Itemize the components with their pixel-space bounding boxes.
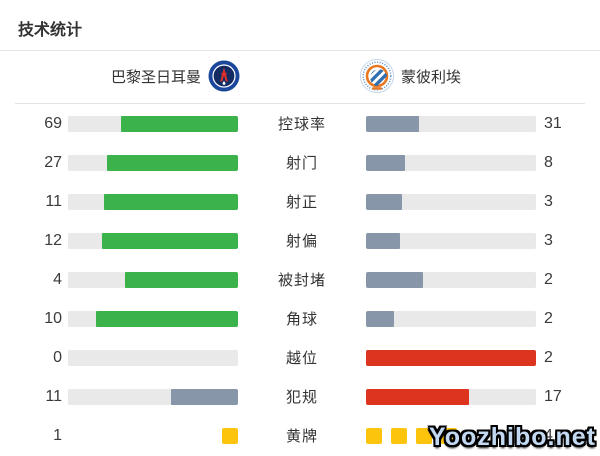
away-team-header: 蒙彼利埃 bbox=[360, 58, 461, 94]
stat-row-5: 10 角球 2 bbox=[0, 299, 600, 338]
stat-label: 射偏 bbox=[285, 233, 318, 250]
stat-label: 控球率 bbox=[277, 116, 326, 133]
away-stat-value: 31 bbox=[544, 114, 562, 132]
away-stat-bar bbox=[366, 193, 536, 210]
away-stat-value: 2 bbox=[544, 270, 553, 288]
away-stat-bar bbox=[366, 232, 536, 249]
home-stat-bar bbox=[68, 193, 238, 210]
away-stat-value: 3 bbox=[544, 231, 553, 249]
header-divider bbox=[15, 103, 585, 104]
stat-row-7: 11 犯规 17 bbox=[0, 377, 600, 416]
home-stat-value: 69 bbox=[44, 114, 62, 132]
home-stat-value: 10 bbox=[44, 309, 62, 327]
away-stat-bar bbox=[366, 271, 536, 288]
home-stat-value: 11 bbox=[45, 192, 62, 210]
away-stat-value: 2 bbox=[544, 309, 553, 327]
stat-row-1: 27 射门 8 bbox=[0, 143, 600, 182]
away-team-name: 蒙彼利埃 bbox=[401, 68, 462, 86]
away-stat-bar bbox=[366, 349, 536, 366]
home-stat-bar bbox=[68, 388, 238, 405]
away-stat-bar bbox=[366, 388, 536, 405]
home-team-name: 巴黎圣日耳曼 bbox=[110, 68, 201, 86]
montpellier-crest-icon bbox=[360, 59, 394, 93]
away-stat-value: 2 bbox=[544, 348, 553, 366]
yellow-card-icon bbox=[222, 427, 238, 444]
home-stat-bar bbox=[68, 271, 238, 288]
home-team-header: 巴黎圣日耳曼 bbox=[111, 58, 240, 94]
yellow-card-icon bbox=[391, 427, 407, 444]
yellow-card-icon bbox=[366, 427, 382, 444]
stat-label: 越位 bbox=[285, 350, 318, 367]
home-stat-value: 0 bbox=[53, 348, 62, 366]
stat-row-3: 12 射偏 3 bbox=[0, 221, 600, 260]
stat-label: 角球 bbox=[285, 311, 318, 328]
away-stat-value: 8 bbox=[544, 153, 553, 171]
away-stat-bar bbox=[366, 310, 536, 327]
away-stat-value: 17 bbox=[544, 387, 562, 405]
home-stat-bar bbox=[68, 232, 238, 249]
home-stat-bar bbox=[68, 310, 238, 327]
stat-label: 黄牌 bbox=[285, 428, 318, 445]
yellow-card-icon bbox=[416, 427, 432, 444]
stat-row-6: 0 越位 2 bbox=[0, 338, 600, 377]
stat-row-0: 69 控球率 31 bbox=[0, 104, 600, 143]
stats-table: 69 控球率 31 27 射门 8 11 射正 3 12 射偏 3 4 被封堵 2 10 角球 2 0 越位 2 11 犯规… bbox=[0, 104, 600, 455]
page-title: 技术统计 bbox=[18, 22, 83, 39]
home-stat-value: 12 bbox=[44, 231, 62, 249]
away-stat-value: 3 bbox=[544, 192, 553, 210]
away-yellow-cards bbox=[366, 427, 536, 444]
stat-row-4: 4 被封堵 2 bbox=[0, 260, 600, 299]
stat-label: 射正 bbox=[285, 194, 318, 211]
home-yellow-cards bbox=[68, 427, 238, 444]
stat-row-2: 11 射正 3 bbox=[0, 182, 600, 221]
away-stat-bar bbox=[366, 154, 536, 171]
watermark: Yoozhibo.net bbox=[428, 423, 596, 451]
home-stat-value: 27 bbox=[44, 153, 62, 171]
home-stat-bar bbox=[68, 154, 238, 171]
home-stat-value: 1 bbox=[53, 426, 62, 444]
home-stat-bar bbox=[68, 349, 238, 366]
top-divider bbox=[0, 50, 600, 51]
away-stat-bar bbox=[366, 115, 536, 132]
home-stat-value: 11 bbox=[45, 387, 62, 405]
stat-row-8: 1 黄牌 4 bbox=[0, 416, 600, 455]
away-stat-value: 4 bbox=[544, 426, 553, 444]
stat-label: 射门 bbox=[285, 155, 318, 172]
stat-label: 犯规 bbox=[285, 389, 318, 406]
home-stat-value: 4 bbox=[53, 270, 62, 288]
yellow-card-icon bbox=[441, 427, 457, 444]
stat-label: 被封堵 bbox=[277, 272, 326, 289]
home-stat-bar bbox=[68, 115, 238, 132]
psg-crest-icon bbox=[208, 60, 240, 92]
